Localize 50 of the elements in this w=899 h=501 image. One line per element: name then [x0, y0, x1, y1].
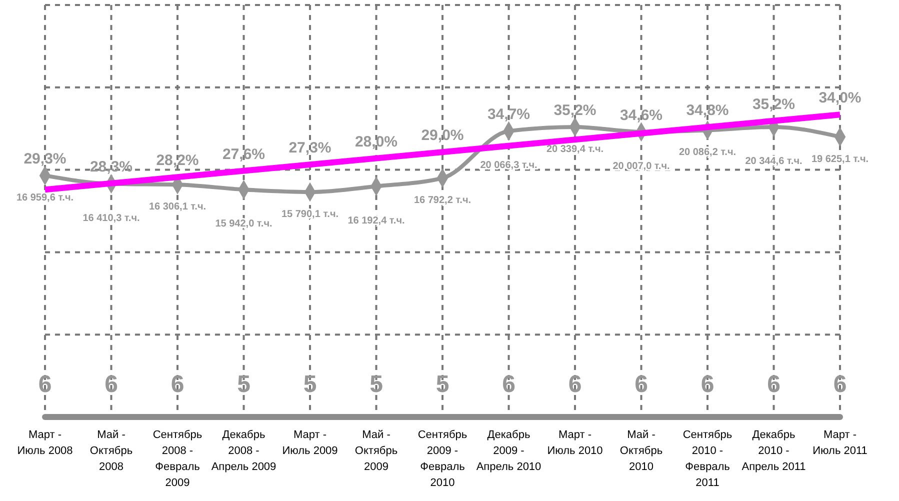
annotation: 16 959,6 т.ч. — [16, 192, 74, 204]
x-tick-label: Март - Июль 2011 — [812, 429, 868, 457]
data-label: 34,0% — [818, 90, 862, 107]
x-tick-label: Март - Июль 2010 — [547, 429, 603, 457]
data-label: 28,0% — [354, 133, 398, 150]
annotation: 6 — [568, 371, 582, 398]
annotation: 15 790,1 т.ч. — [281, 209, 339, 220]
annotation: 5 — [237, 371, 250, 398]
annotation: 6 — [700, 371, 714, 398]
annotation: 5 — [436, 371, 450, 398]
annotation: 6 — [833, 371, 847, 398]
x-tick-label: Май - Октябрь 2009 — [354, 429, 398, 473]
annotation: 19 625,1 т.ч. — [811, 154, 869, 165]
data-label: 35,2% — [554, 102, 596, 119]
data-label: 27,3% — [288, 140, 332, 157]
annotation: 5 — [303, 371, 317, 398]
annotation: 6 — [104, 371, 118, 398]
x-tick-label: Сентябрь 2010 - Февраль 2011 — [682, 429, 732, 489]
annotation: 6 — [767, 371, 780, 398]
data-label: 35,2% — [752, 96, 796, 113]
x-tick-label: Декабрь 2008 - Апрель 2009 — [211, 429, 276, 473]
annotation: 16 792,2 т.ч. — [414, 195, 472, 206]
annotation: 16 410,3 т.ч. — [82, 212, 140, 224]
data-label: 27,6% — [222, 146, 266, 163]
annotation: 16 192,4 т.ч. — [348, 215, 406, 226]
annotation: 5 — [370, 371, 383, 398]
x-tick-label: Март - Июль 2009 — [282, 429, 338, 457]
x-tick-label: Сентябрь 2009 - Февраль 2010 — [418, 429, 468, 489]
data-label: 29,0% — [421, 127, 464, 144]
x-tick-label: Декабрь 2009 - Апрель 2010 — [476, 429, 542, 473]
data-label: 34,8% — [686, 102, 729, 120]
annotation: 20 339,4 т.ч. — [546, 144, 604, 155]
annotation: 15 942,0 т.ч. — [215, 218, 273, 230]
x-tick-label: Май - Октябрь 2008 — [90, 429, 133, 473]
annotation: 6 — [38, 371, 52, 398]
data-label: 28,3% — [90, 158, 133, 176]
annotation: 20 066,3 т.ч. — [480, 160, 538, 172]
data-label: 29,3% — [24, 150, 66, 168]
annotation: 6 — [502, 371, 516, 398]
data-label: 34,6% — [620, 106, 663, 124]
data-label: 34,7% — [487, 106, 530, 124]
x-tick-label: Сентябрь 2008 - Февраль 2009 — [152, 429, 202, 489]
x-tick-label: Март - Июль 2008 — [17, 429, 73, 457]
annotation: 6 — [634, 371, 648, 398]
annotation: 20 086,2 т.ч. — [678, 147, 736, 158]
x-tick-label: Май - Октябрь 2010 — [620, 429, 663, 473]
annotation: 20 344,6 т.ч. — [745, 156, 803, 167]
data-label: 28,2% — [156, 152, 199, 170]
annotation: 6 — [170, 371, 184, 398]
x-tick-label: Декабрь 2010 - Апрель 2011 — [742, 429, 806, 473]
